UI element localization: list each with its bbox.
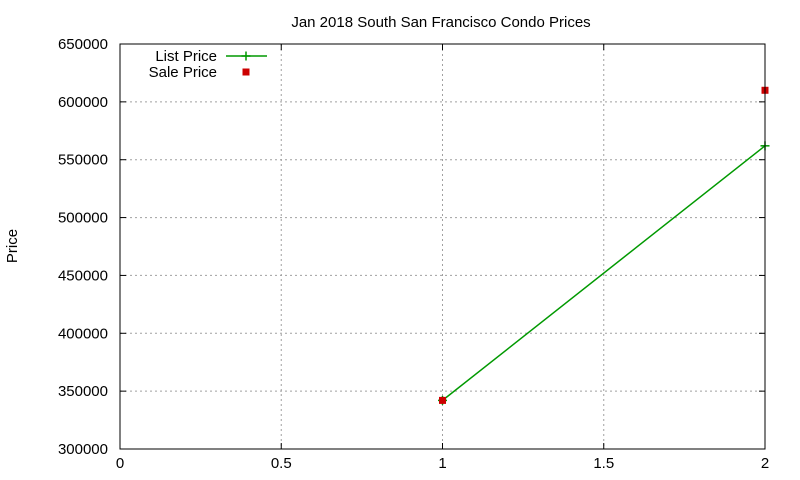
y-tick-label: 300000 [58, 441, 108, 458]
plot-frame [119, 43, 766, 450]
y-tick-label: 450000 [58, 267, 108, 284]
grid-lines [120, 44, 765, 449]
chart-title: Jan 2018 South San Francisco Condo Price… [291, 14, 590, 31]
y-tick-label: 400000 [58, 325, 108, 342]
sale-price-point [439, 396, 446, 404]
legend-plus-marker [241, 51, 251, 61]
y-tick-label: 650000 [58, 36, 108, 53]
x-tick-label: 2 [761, 455, 769, 472]
legend-square-marker [242, 68, 250, 76]
y-tick-label: 500000 [58, 210, 108, 227]
y-tick-labels: 300000 350000 400000 450000 500000 550000 6000… [58, 36, 108, 458]
y-tick-label: 600000 [58, 94, 108, 111]
y-tick-label: 350000 [58, 383, 108, 400]
y-axis-label: Price [4, 229, 21, 263]
legend-label: Sale Price [149, 64, 217, 81]
x-tick-label: 1 [438, 455, 446, 472]
list-price-line [442, 145, 766, 401]
x-tick-label: 1.5 [593, 455, 614, 472]
x-tick-label: 0 [116, 455, 124, 472]
y-tick-label: 550000 [58, 152, 108, 169]
x-tick-label: 0.5 [271, 455, 292, 472]
legend-label: List Price [155, 48, 217, 65]
x-tick-labels: 0 0.5 1 1.5 2 [116, 455, 769, 472]
